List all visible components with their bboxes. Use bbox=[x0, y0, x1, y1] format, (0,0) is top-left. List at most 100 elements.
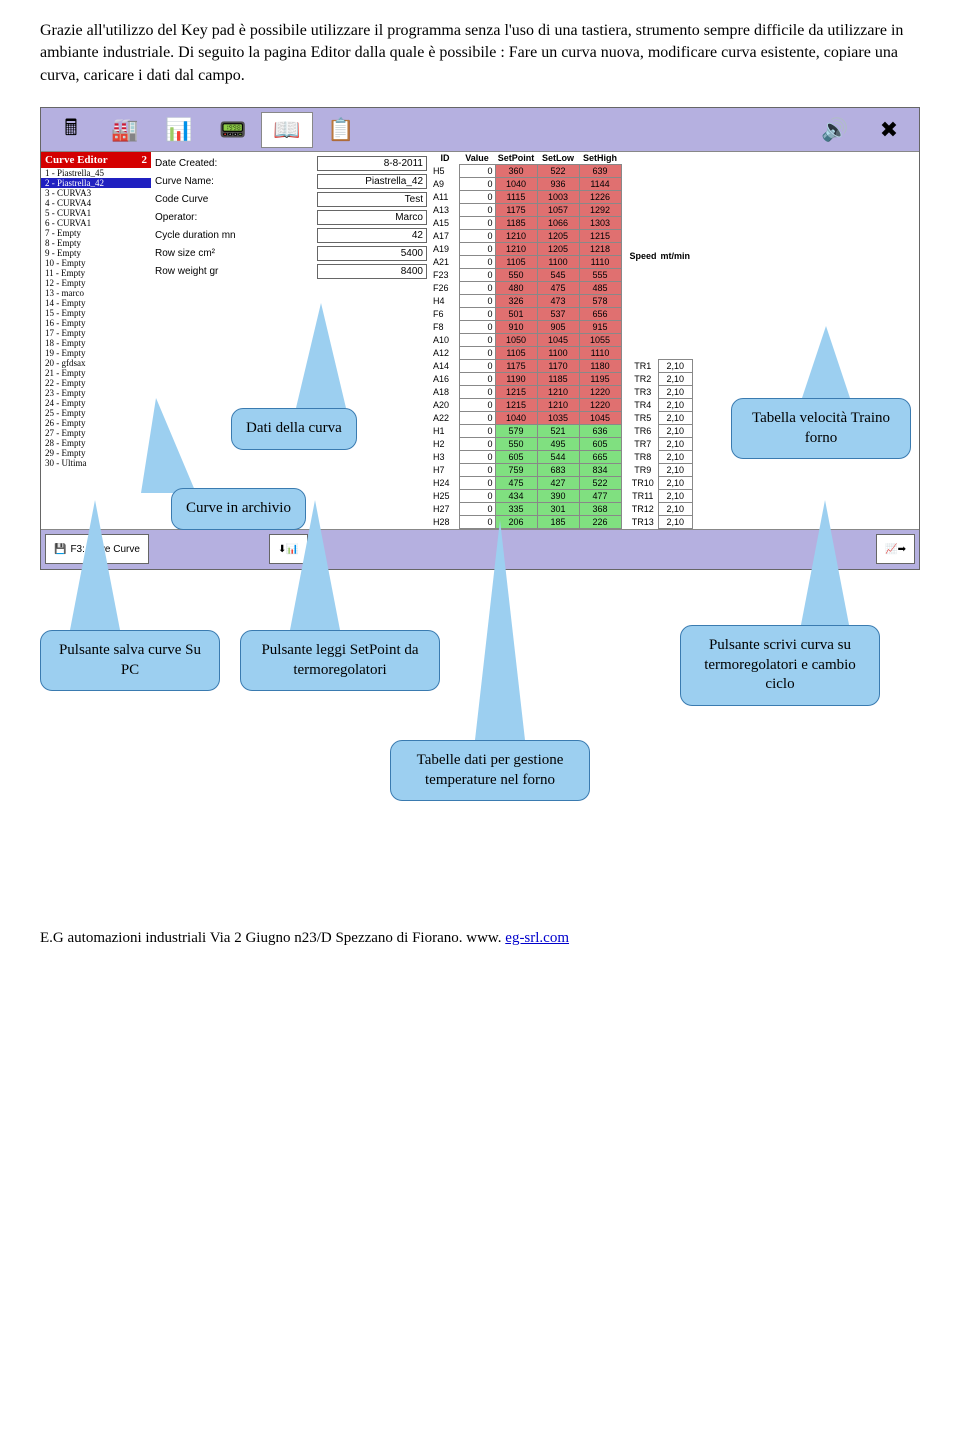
curve-item[interactable]: 24 - Empty bbox=[41, 398, 151, 408]
curve-item[interactable]: 25 - Empty bbox=[41, 408, 151, 418]
curve-item[interactable]: 29 - Empty bbox=[41, 448, 151, 458]
tb-btn-2[interactable]: 🏭 bbox=[99, 112, 151, 148]
operator-value[interactable]: Marco bbox=[317, 210, 427, 225]
form-row: Row size cm² 5400 bbox=[155, 246, 427, 261]
curve-item[interactable]: 11 - Empty bbox=[41, 268, 151, 278]
code-curve-label: Code Curve bbox=[155, 194, 317, 205]
table-row: A140117511701180 bbox=[431, 360, 621, 373]
write-curve-button[interactable]: 📈➡ bbox=[876, 534, 915, 564]
date-created-value[interactable]: 8-8-2011 bbox=[317, 156, 427, 171]
table-header: SetLow bbox=[537, 152, 579, 165]
curve-item[interactable]: 7 - Empty bbox=[41, 228, 151, 238]
table-row: A160119011851195 bbox=[431, 373, 621, 386]
table-row: A130117510571292 bbox=[431, 204, 621, 217]
footer-link[interactable]: eg-srl.com bbox=[505, 930, 569, 946]
curve-item[interactable]: 23 - Empty bbox=[41, 388, 151, 398]
curve-item[interactable]: 22 - Empty bbox=[41, 378, 151, 388]
row-weight-value[interactable]: 8400 bbox=[317, 264, 427, 279]
callout-leggi-setpoint: Pulsante leggi SetPoint da termoregolato… bbox=[240, 630, 440, 691]
curve-item[interactable]: 5 - CURVA1 bbox=[41, 208, 151, 218]
speed-row: TR52,10 bbox=[628, 412, 693, 425]
form-row: Row weight gr 8400 bbox=[155, 264, 427, 279]
table-row: A120110511001110 bbox=[431, 347, 621, 360]
tb-btn-sound[interactable]: 🔊 bbox=[809, 112, 861, 148]
form-row: Cycle duration mn 42 bbox=[155, 228, 427, 243]
curve-item[interactable]: 16 - Empty bbox=[41, 318, 151, 328]
curve-item[interactable]: 21 - Empty bbox=[41, 368, 151, 378]
table-row: H10579521636 bbox=[431, 425, 621, 438]
curve-item[interactable]: 12 - Empty bbox=[41, 278, 151, 288]
curve-item[interactable]: 8 - Empty bbox=[41, 238, 151, 248]
top-toolbar: 🖩 🏭 📊 📟 📖 📋 🔊 ✖ bbox=[41, 108, 919, 152]
speed-row: TR132,10 bbox=[628, 516, 693, 529]
speed-row: TR112,10 bbox=[628, 490, 693, 503]
speed-row: TR72,10 bbox=[628, 438, 693, 451]
row-size-label: Row size cm² bbox=[155, 248, 317, 259]
curve-item[interactable]: 27 - Empty bbox=[41, 428, 151, 438]
callout-scrivi-curva: Pulsante scrivi curva su termoregolatori… bbox=[680, 625, 880, 706]
table-row: A180121512101220 bbox=[431, 386, 621, 399]
callout-tabelle-dati: Tabelle dati per gestione temperature ne… bbox=[390, 740, 590, 801]
curve-item[interactable]: 3 - CURVA3 bbox=[41, 188, 151, 198]
curve-list-panel: Curve Editor 2 1 - Piastrella_452 - Pias… bbox=[41, 152, 151, 529]
curve-item[interactable]: 13 - marco bbox=[41, 288, 151, 298]
form-row: Operator: Marco bbox=[155, 210, 427, 225]
table-row: H30605544665 bbox=[431, 451, 621, 464]
form-row: Date Created: 8-8-2011 bbox=[155, 156, 427, 171]
curve-item[interactable]: 20 - gfdsax bbox=[41, 358, 151, 368]
pointer bbox=[70, 500, 120, 630]
row-size-value[interactable]: 5400 bbox=[317, 246, 427, 261]
pointer bbox=[141, 398, 196, 493]
curve-editor-title: Curve Editor bbox=[45, 154, 108, 166]
speed-row: TR32,10 bbox=[628, 386, 693, 399]
curve-item[interactable]: 6 - CURVA1 bbox=[41, 218, 151, 228]
table-row: A110111510031226 bbox=[431, 191, 621, 204]
table-header: SetPoint bbox=[495, 152, 537, 165]
curve-item[interactable]: 17 - Empty bbox=[41, 328, 151, 338]
code-curve-value[interactable]: Test bbox=[317, 192, 427, 207]
table-header: SetHigh bbox=[579, 152, 621, 165]
table-row: H70759683834 bbox=[431, 464, 621, 477]
table-row: A170121012051215 bbox=[431, 230, 621, 243]
operator-label: Operator: bbox=[155, 212, 317, 223]
table-row: F60501537656 bbox=[431, 308, 621, 321]
table-row: A9010409361144 bbox=[431, 178, 621, 191]
tb-btn-1[interactable]: 🖩 bbox=[45, 112, 97, 148]
curve-item[interactable]: 4 - CURVA4 bbox=[41, 198, 151, 208]
upload-icon: 📈➡ bbox=[885, 544, 906, 555]
pointer bbox=[296, 303, 346, 408]
editor-screenshot: 🖩 🏭 📊 📟 📖 📋 🔊 ✖ Curve Editor 2 1 - Pia bbox=[40, 107, 920, 570]
curve-name-value[interactable]: Piastrella_42 bbox=[317, 174, 427, 189]
curve-item[interactable]: 14 - Empty bbox=[41, 298, 151, 308]
curve-item[interactable]: 19 - Empty bbox=[41, 348, 151, 358]
save-icon: 💾 bbox=[54, 544, 66, 555]
callout-tabella-velocita: Tabella velocità Traino forno bbox=[731, 398, 911, 459]
curve-item[interactable]: 2 - Piastrella_42 bbox=[41, 178, 151, 188]
tb-btn-6[interactable]: 📋 bbox=[315, 112, 367, 148]
cycle-duration-value[interactable]: 42 bbox=[317, 228, 427, 243]
speed-row: TR82,10 bbox=[628, 451, 693, 464]
tb-btn-4[interactable]: 📟 bbox=[207, 112, 259, 148]
row-weight-label: Row weight gr bbox=[155, 266, 317, 277]
form-row: Code Curve Test bbox=[155, 192, 427, 207]
curve-item[interactable]: 15 - Empty bbox=[41, 308, 151, 318]
table-row: A190121012051218 bbox=[431, 243, 621, 256]
curve-item[interactable]: 9 - Empty bbox=[41, 248, 151, 258]
pointer bbox=[800, 500, 850, 630]
speed-row: TR92,10 bbox=[628, 464, 693, 477]
tb-btn-3[interactable]: 📊 bbox=[153, 112, 205, 148]
tb-btn-close[interactable]: ✖ bbox=[863, 112, 915, 148]
curve-item[interactable]: 1 - Piastrella_45 bbox=[41, 168, 151, 178]
curve-item[interactable]: 10 - Empty bbox=[41, 258, 151, 268]
curve-list[interactable]: 1 - Piastrella_452 - Piastrella_423 - CU… bbox=[41, 168, 151, 468]
curve-item[interactable]: 28 - Empty bbox=[41, 438, 151, 448]
tb-btn-5-active[interactable]: 📖 bbox=[261, 112, 313, 148]
table-row: H270335301368 bbox=[431, 503, 621, 516]
close-icon: ✖ bbox=[880, 117, 898, 143]
curve-item[interactable]: 30 - Ultima bbox=[41, 458, 151, 468]
curve-item[interactable]: 26 - Empty bbox=[41, 418, 151, 428]
table-header: Value bbox=[459, 152, 495, 165]
table-row: H50360522639 bbox=[431, 165, 621, 178]
curve-item[interactable]: 18 - Empty bbox=[41, 338, 151, 348]
chart-icon: 📊 bbox=[165, 117, 192, 143]
